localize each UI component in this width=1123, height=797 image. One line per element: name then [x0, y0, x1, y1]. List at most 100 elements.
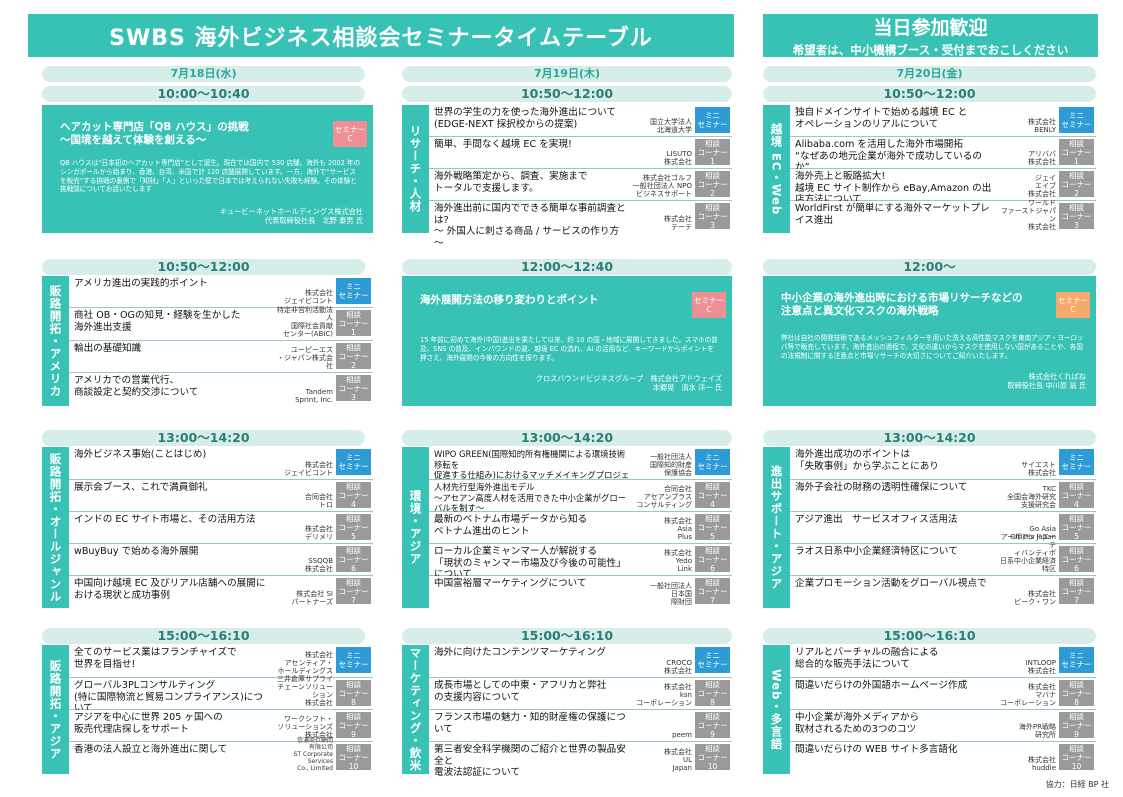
feature-speaker: キュービーネットホールディングス株式会社 代表取締役社長 北野 泰男 氏: [219, 207, 363, 225]
group-marketing-western: マーケティング・飲米 海外に向けたコンテンツマーケティング CROCO 株式会社ミ…: [402, 645, 732, 778]
session-row[interactable]: グローバル3PLコンサルティング (特に国際物流と貿易コンプライアンス)について…: [69, 675, 373, 714]
session-row[interactable]: 全てのサービス業はフランチャイズで 世界を目指せ! 株式会社 アセンティア・ ホー…: [69, 645, 373, 678]
session-row[interactable]: 中国向け越境 EC 及びリアル店舗への展開に おける現状と成功事例 株式会社 SI…: [69, 576, 373, 608]
session-row[interactable]: 簡単、手間なく越境 EC を実現! LISUTO 株式会社 相談 コーナー 1: [429, 137, 732, 169]
session-row[interactable]: アジアを中心に世界 205 ヶ国への 販売代理店探しをサポート ワークシフト・ ソ…: [69, 710, 373, 742]
session-row[interactable]: 海外ビジネス事始(ことはじめ) 株式会社 ジェイビコント ミニ セミナー: [69, 447, 373, 480]
session-row[interactable]: 香港の法人設立と海外進出に関して 信濃商社顧問 有限公司 ST Corporate…: [69, 737, 373, 774]
time-c1-r4: 15:00～16:10: [42, 628, 365, 644]
time-c1-r1: 10:00～10:40: [42, 86, 365, 102]
mini-seminar-badge: ミニ セミナー: [695, 449, 730, 475]
session-row[interactable]: 中国富裕層マーケティングについて 一般社団法人 日本国 際財団 相談 コーナー 7: [429, 576, 732, 608]
consultation-corner-badge: 相談 コーナー 8: [695, 680, 730, 707]
session-row[interactable]: 海外進出成功のポイントは 「失敗事例」から学ぶことにあり サイエスト 株式会社 ミニ…: [790, 447, 1096, 480]
mini-seminar-badge: ミニ セミナー: [695, 647, 730, 673]
session-row[interactable]: 間違いだらけの WEB サイト多言語化 株式会社 huddle 相談 コーナー 10: [790, 742, 1096, 774]
session-row[interactable]: ローカル企業ミャンマー人が解説する 「現状のミャンマー市場及び今後の可能性」につ…: [429, 544, 732, 580]
consultation-corner-badge: 相談 コーナー 2: [695, 171, 730, 198]
session-row[interactable]: 輸出の基礎知識 ユーピーエス ・ジャパン株式会社 相談 コーナー 2: [69, 341, 373, 373]
group-cross-border-ec: 越境 EC・Web 独自ドメインサイトで始める越境 EC と オペレーションのリ…: [763, 105, 1096, 233]
group-label: 進出サポート・アジア: [769, 465, 784, 590]
session-row[interactable]: 独自ドメインサイトで始める越境 EC と オペレーションのリアルについて 株式会社…: [790, 105, 1096, 137]
consultation-corner-badge: 相談 コーナー 10: [336, 744, 371, 771]
time-c3-r2: 12:00～: [763, 259, 1096, 275]
feature-speaker: 株式会社くればね 取締役社長 中川原 翁 氏: [1007, 372, 1086, 390]
time-c3-r4: 15:00～16:10: [763, 628, 1096, 644]
group-expansion-support-asia: 進出サポート・アジア 海外進出成功のポイントは 「失敗事例」から学ぶことにありサ…: [763, 447, 1096, 608]
group-label: 越境 EC・Web: [769, 122, 784, 216]
feature-title: 中小企業の海外進出時における市場リサーチなどの 注意点と異文化マスクの海外戦略: [781, 292, 1023, 317]
group-label: 環境・アジア: [408, 490, 423, 565]
session-row[interactable]: リアルとバーチャルの融合による 総合的な販売手法について INTLOOP 株式会社…: [790, 645, 1096, 678]
session-row[interactable]: WorldFirst が簡単にする海外マーケットプレイス進出 ワールド ファースト…: [790, 199, 1096, 233]
walk-in-title: 当日参加歓迎: [873, 17, 988, 39]
session-row[interactable]: 企業プロモーション活動をグローバル視点で 株式会社 ビーク・ワン 相談 コーナー 7: [790, 576, 1096, 608]
consultation-corner-badge: 相談 コーナー 1: [336, 310, 371, 337]
seminar-c-badge: セミナー C: [1056, 292, 1090, 318]
feature-description: 弊社は自社の開発技術であるメッシュフィルターを用いた洗える高性能マスクを東南アジ…: [781, 334, 1084, 360]
session-row[interactable]: 成長市場としての中東・アフリカと弊社 の支援内容について 株式会社 ksn コーポ…: [429, 678, 732, 710]
session-row[interactable]: Alibaba.com を活用した海外市場開拓 “なぜあの地元企業が海外で成功し…: [790, 137, 1096, 173]
consultation-corner-badge: 相談 コーナー 6: [1059, 546, 1094, 573]
feature-title: ヘアカット専門店「QB ハウス」の挑戦 ～国境を越えて体験を創える～: [60, 121, 249, 146]
consultation-corner-badge: 相談 コーナー 1: [1059, 139, 1094, 166]
consultation-corner-badge: 相談 コーナー 7: [336, 578, 371, 605]
consultation-corner-badge: 相談 コーナー 4: [695, 482, 730, 509]
consultation-corner-badge: 相談 コーナー 9: [695, 712, 730, 739]
group-label: リサーチ・人材: [408, 125, 423, 213]
session-row[interactable]: 間違いだらけの外国語ホームページ作成 株式会社 マバナ コーポレーション 相談 コー…: [790, 678, 1096, 710]
time-c2-r1: 10:50～12:00: [402, 86, 732, 102]
time-c2-r3: 13:00～14:20: [402, 430, 732, 446]
session-row[interactable]: 第三者安全科学機関のご紹介と世界の製品安全と 電波法認証について 株式会社 UL …: [429, 742, 732, 778]
consultation-corner-badge: 相談 コーナー 8: [1059, 680, 1094, 707]
session-row[interactable]: 展示会ブース、これで満員御礼 合同会社 トロ 相談 コーナー 4: [69, 480, 373, 512]
session-row[interactable]: ラオス日系中小企業経済特区について アールアンドエーテ ィバンティボ 日系中小企業…: [790, 533, 1096, 576]
session-row[interactable]: 中小企業が海外メディアから 取材されるための3つのコツ 海外PR戦略 研究所 相談 …: [790, 710, 1096, 742]
date-day-3: 7月20日(金): [763, 66, 1096, 82]
seminar-c-badge: セミナー C: [692, 292, 726, 318]
group-environment-asia: 環境・アジア WIPO GREEN(国際知的所有権機関による環境技術移転を 促進…: [402, 447, 732, 608]
consultation-corner-badge: 相談 コーナー 3: [695, 203, 730, 230]
session-row[interactable]: アメリカでの営業代行、 商談設定と契約交渉について Tandem Sprint, …: [69, 373, 373, 406]
consultation-corner-badge: 相談 コーナー 3: [336, 375, 371, 402]
feature-market-research[interactable]: 中小企業の海外進出時における市場リサーチなどの 注意点と異文化マスクの海外戦略 …: [763, 276, 1096, 406]
session-row[interactable]: 海外戦略策定から、調査、実施まで トータルで支援します。 株式会社ゴルフ 一般社団…: [429, 169, 732, 201]
title-banner: SWBS 海外ビジネス相談会セミナータイムテーブル: [28, 14, 734, 57]
session-row[interactable]: アメリカ進出の実践的ポイント 株式会社 ジェイビコント ミニ セミナー: [69, 276, 373, 308]
consultation-corner-badge: 相談 コーナー 1: [695, 139, 730, 166]
session-row[interactable]: アジア進出 サービスオフィス活用法 Go Asia Offices Japan 相談…: [790, 512, 1096, 544]
group-web-multilingual: Web・多言語 リアルとバーチャルの融合による 総合的な販売手法について INTL…: [763, 645, 1096, 774]
feature-overseas-expansion[interactable]: 海外展開方法の移り変わりとポイント セミナー C 15 年前に初めて海外(中国)…: [402, 276, 732, 406]
consultation-corner-badge: 相談 コーナー 5: [695, 514, 730, 541]
consultation-corner-badge: 相談 コーナー 3: [1059, 203, 1094, 230]
session-row[interactable]: 海外に向けたコンテンツマーケティング CROCO 株式会社 ミニ セミナー: [429, 645, 732, 678]
consultation-corner-badge: 相談 コーナー 2: [1059, 171, 1094, 198]
date-day-2: 7月19日(木): [402, 66, 732, 82]
consultation-corner-badge: 相談 コーナー 9: [1059, 712, 1094, 739]
session-row[interactable]: 世界の学生の力を使った海外進出について (EDGE-NEXT 採択校からの提案)…: [429, 105, 732, 137]
mini-seminar-badge: ミニ セミナー: [695, 107, 730, 133]
session-row[interactable]: 人材先行型海外進出モデル ～アセアン高度人材を活用できた中小企業がグローバルを制…: [429, 480, 732, 513]
group-research-hr: リサーチ・人材 世界の学生の力を使った海外進出について (EDGE-NEXT 採…: [402, 105, 732, 249]
session-row[interactable]: 商社 OB・OGの知見・経験を生かした 海外進出支援 特定非営利活動法人 国際社会…: [69, 306, 373, 341]
mini-seminar-badge: ミニ セミナー: [1059, 647, 1094, 673]
seminar-c-badge: セミナー C: [333, 121, 367, 147]
session-row[interactable]: 海外売上と販路拡大! 越境 EC サイト制作から eBay,Amazon の出店…: [790, 169, 1096, 205]
session-row[interactable]: wBuyBuy で始める海外展開 SSQQB 株式会社 相談 コーナー 6: [69, 544, 373, 576]
mini-seminar-badge: ミニ セミナー: [1059, 449, 1094, 475]
consultation-corner-badge: 相談 コーナー 9: [336, 712, 371, 739]
consultation-corner-badge: 相談 コーナー 5: [336, 514, 371, 541]
session-row[interactable]: インドの EC サイト市場と、その活用方法 株式会社 デリメリ 相談 コーナー 5: [69, 512, 373, 544]
credit-note: 協力：日経 BP 社: [1045, 780, 1109, 789]
consultation-corner-badge: 相談 コーナー 6: [336, 546, 371, 573]
feature-qb-house[interactable]: ヘアカット専門店「QB ハウス」の挑戦 ～国境を越えて体験を創える～ セミナー …: [42, 105, 373, 233]
session-row[interactable]: WIPO GREEN(国際知的所有権機関による環境技術移転を 促進する仕組み)に…: [429, 447, 732, 491]
walk-in-subtitle: 希望者は、中小機構ブース・受付までおこしください: [792, 43, 1069, 57]
session-row[interactable]: 最新のベトナム市場データから知る ベトナム進出のヒント 株式会社 Asia Plu…: [429, 512, 732, 544]
time-c2-r4: 15:00～16:10: [402, 628, 732, 644]
session-row[interactable]: 海外子会社の財務の透明性確保について TKC 全国会海外研究 支援研究会 相談 コー…: [790, 480, 1096, 512]
consultation-corner-badge: 相談 コーナー 10: [695, 744, 730, 771]
session-row[interactable]: 海外進出前に国内でできる簡単な事前調査とは? ～ 外国人に刺さる商品 / サービ…: [429, 201, 732, 249]
session-row[interactable]: フランス市場の魅力・知的財産権の保護について peem 相談 コーナー 9: [429, 710, 732, 742]
